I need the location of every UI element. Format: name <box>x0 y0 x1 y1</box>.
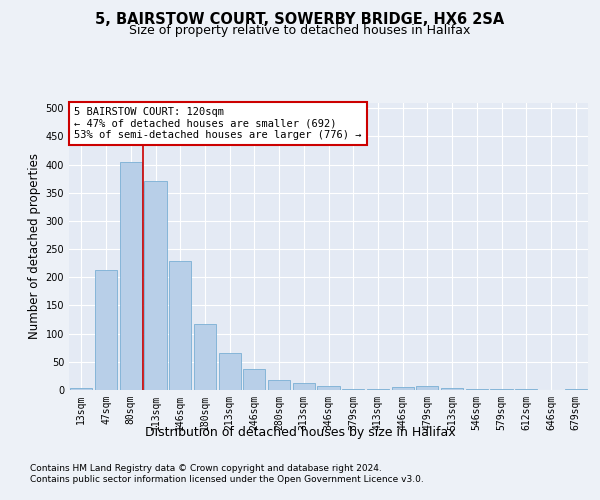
Y-axis label: Number of detached properties: Number of detached properties <box>28 153 41 340</box>
Bar <box>95 270 117 390</box>
Bar <box>243 368 265 390</box>
Bar <box>392 386 414 390</box>
Bar <box>145 182 167 390</box>
Bar <box>70 388 92 390</box>
Text: Size of property relative to detached houses in Halifax: Size of property relative to detached ho… <box>130 24 470 37</box>
Bar <box>515 389 538 390</box>
Bar <box>317 386 340 390</box>
Bar <box>268 380 290 390</box>
Bar <box>441 388 463 390</box>
Text: Contains public sector information licensed under the Open Government Licence v3: Contains public sector information licen… <box>30 475 424 484</box>
Bar <box>367 389 389 390</box>
Bar <box>119 162 142 390</box>
Bar <box>293 382 315 390</box>
Text: Contains HM Land Registry data © Crown copyright and database right 2024.: Contains HM Land Registry data © Crown c… <box>30 464 382 473</box>
Text: 5, BAIRSTOW COURT, SOWERBY BRIDGE, HX6 2SA: 5, BAIRSTOW COURT, SOWERBY BRIDGE, HX6 2… <box>95 12 505 28</box>
Bar <box>416 386 439 390</box>
Text: 5 BAIRSTOW COURT: 120sqm
← 47% of detached houses are smaller (692)
53% of semi-: 5 BAIRSTOW COURT: 120sqm ← 47% of detach… <box>74 107 362 140</box>
Bar <box>342 389 364 390</box>
Bar <box>218 354 241 390</box>
Bar <box>169 262 191 390</box>
Bar <box>194 324 216 390</box>
Bar <box>466 389 488 390</box>
Text: Distribution of detached houses by size in Halifax: Distribution of detached houses by size … <box>145 426 455 439</box>
